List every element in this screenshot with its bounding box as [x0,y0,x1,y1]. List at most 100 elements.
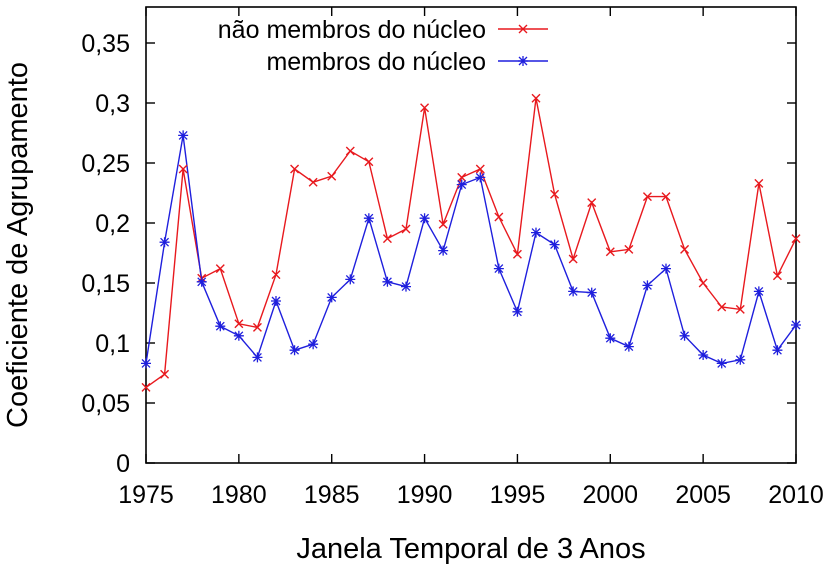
data-point-series-1 [531,93,541,103]
data-point-series-2 [698,350,709,360]
data-point-series-2 [531,227,541,238]
data-point-series-1 [587,198,597,208]
axis-ticks: 1975 1980 1985 1990 1995 2000 2005 2010 0 0,05 0,1… [81,7,824,509]
data-point-series-1 [438,219,448,229]
x-axis-title: Janela Temporal de 3 Anos [296,533,645,565]
y-tick-label: 0,35 [81,30,130,58]
data-point-series-2 [791,320,801,330]
data-point-series-2 [642,280,653,291]
series-lines [145,98,797,388]
data-point-series-1 [252,322,262,332]
data-point-series-2 [735,354,746,365]
data-point-series-2 [605,333,616,344]
x-tick-label: 1990 [397,481,453,509]
y-axis-title: Coeficiente de Agrupamento [2,62,34,428]
data-point-series-1 [568,254,578,264]
data-point-series-2 [679,330,690,341]
data-point-series-1 [605,247,615,257]
data-point-series-1 [160,369,170,379]
data-point-series-1 [290,164,300,174]
x-tick-label: 2000 [582,481,638,509]
data-point-series-2 [178,130,189,141]
data-point-series-2 [141,358,151,369]
data-point-series-1 [457,172,467,182]
data-point-series-1 [308,177,318,187]
data-point-series-1 [512,249,522,259]
data-point-series-2 [271,296,281,306]
data-point-series-1 [494,212,504,222]
data-point-series-2 [568,286,579,297]
data-point-series-1 [698,278,708,288]
data-point-series-1 [234,319,244,329]
data-point-series-2 [716,358,727,369]
data-point-series-2 [326,292,337,303]
data-point-series-1 [754,178,764,188]
data-point-series-2 [345,274,356,285]
y-tick-label: 0,2 [95,210,130,238]
data-point-series-2 [549,239,560,250]
series-markers [141,93,801,392]
data-point-series-2 [419,213,430,224]
data-point-series-2 [753,286,764,297]
data-point-series-2 [623,341,634,352]
data-point-series-1 [680,244,690,254]
data-point-series-1 [642,192,652,202]
data-point-series-2 [493,263,504,274]
data-point-series-2 [772,345,783,356]
x-tick-label: 2005 [675,481,731,509]
y-tick-label: 0,3 [95,90,130,118]
x-tick-label: 1975 [118,481,174,509]
y-tick-label: 0,1 [95,330,130,358]
legend-swatch-marker [518,24,528,34]
x-tick-label: 1985 [304,481,360,509]
data-point-series-1 [624,244,634,254]
series-line-1 [145,98,797,388]
data-point-series-2 [382,276,393,287]
data-point-series-1 [475,164,485,174]
data-point-series-1 [271,270,281,280]
x-tick-label: 2010 [768,481,824,509]
data-point-series-1 [364,157,374,167]
series-line-2 [145,135,797,365]
data-point-series-2 [438,245,449,256]
data-point-series-2 [289,345,300,356]
data-point-series-1 [661,192,671,202]
y-tick-label: 0,25 [81,150,130,178]
data-point-series-2 [456,179,467,190]
data-point-series-2 [363,213,374,224]
data-point-series-2 [661,263,671,274]
data-point-series-1 [550,189,560,199]
data-point-series-2 [512,306,523,317]
data-point-series-2 [586,287,597,298]
legend-label: membros do núcleo [266,48,486,76]
data-point-series-2 [215,321,226,332]
y-tick-label: 0,05 [81,390,130,418]
legend: não membros do núcleo membros do núcleo [218,16,548,76]
y-tick-label: 0 [116,450,130,478]
data-point-series-1 [791,234,801,244]
data-point-series-1 [178,164,188,174]
data-point-series-1 [420,103,430,113]
data-point-series-1 [345,146,355,156]
data-point-series-2 [475,172,486,183]
y-tick-label: 0,15 [81,270,130,298]
plot-frame [145,6,797,464]
legend-swatch-marker [518,56,528,66]
legend-label: não membros do núcleo [218,16,486,44]
data-point-series-1 [735,304,745,314]
data-point-series-1 [327,171,337,181]
x-tick-label: 1995 [490,481,546,509]
plot-border [145,6,797,464]
data-point-series-2 [233,330,244,341]
data-point-series-1 [141,382,151,392]
data-point-series-1 [215,264,225,274]
data-point-series-1 [717,302,727,312]
data-point-series-1 [401,224,411,234]
data-point-series-2 [159,237,170,248]
x-tick-label: 1980 [211,481,267,509]
data-point-series-2 [252,352,263,363]
data-point-series-2 [308,339,319,350]
data-point-series-2 [196,276,207,287]
